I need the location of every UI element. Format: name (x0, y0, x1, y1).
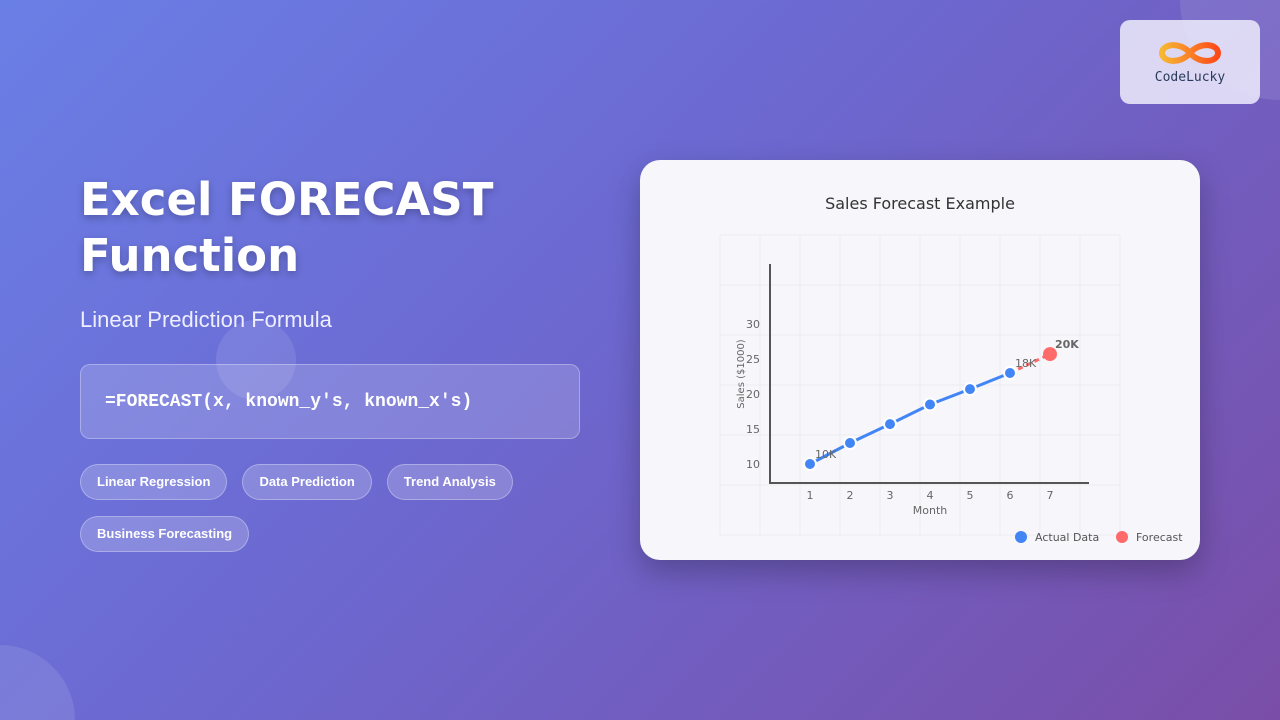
title-line: Excel FORECAST (80, 173, 494, 226)
tag-list: Linear Regression Data Prediction Trend … (80, 464, 560, 552)
y-axis-label: Sales ($1000) (736, 339, 747, 409)
actual-data-point (843, 436, 857, 450)
infinity-logo-icon (1158, 42, 1222, 64)
tag: Trend Analysis (386, 464, 513, 500)
data-label: 10K (815, 448, 837, 461)
legend-marker-forecast (1116, 531, 1128, 543)
y-tick-label: 25 (746, 353, 760, 366)
chart: Sales Forecast Example 1 2 3 4 5 6 7 10 15 20 25 30… (719, 194, 1183, 544)
page-title: Excel FORECAST Function (80, 172, 493, 284)
actual-data-point (1003, 366, 1017, 380)
y-tick-label: 15 (746, 423, 760, 436)
actual-data-point (923, 397, 937, 412)
actual-data-line (809, 371, 1011, 466)
x-tick-label: 6 (1007, 489, 1014, 502)
y-tick-label: 10 (746, 458, 760, 471)
forecast-line (1009, 352, 1051, 375)
tag: Business Forecasting (80, 516, 250, 552)
logo: CodeLucky (1120, 20, 1260, 104)
x-tick-label: 5 (967, 489, 974, 502)
data-label: 18K (1015, 357, 1037, 370)
x-tick-label: 3 (887, 489, 894, 502)
tag: Data Prediction (242, 464, 372, 500)
title-line: Function (80, 229, 300, 282)
forecast-point (1043, 347, 1057, 362)
x-tick-label: 1 (807, 489, 814, 502)
legend-label-actual: Actual Data (1035, 531, 1099, 544)
x-tick-label: 2 (847, 489, 854, 502)
data-label: 20K (1055, 338, 1079, 351)
tag: Linear Regression (80, 464, 228, 500)
formula-box: =FORECAST(x, known_y's, known_x's) (80, 364, 580, 439)
y-tick-label: 30 (746, 318, 760, 331)
y-tick-label: 20 (746, 388, 760, 401)
actual-data-point (963, 382, 977, 397)
x-tick-label: 7 (1047, 489, 1054, 502)
decor-circle (216, 320, 296, 400)
logo-text: CodeLucky (1154, 70, 1226, 85)
x-axis-label: Month (913, 504, 948, 517)
chart-card: Sales Forecast Example 1 2 3 4 5 6 7 10 15 20 25 30… (640, 160, 1200, 560)
subtitle: Linear Prediction Formula (80, 307, 332, 332)
x-tick-label: 4 (927, 489, 934, 502)
legend-marker-actual (1015, 531, 1027, 543)
chart-title: Sales Forecast Example (825, 194, 1015, 213)
legend: Actual Data Forecast (1015, 531, 1183, 544)
actual-data-point (803, 457, 817, 471)
legend-label-forecast: Forecast (1136, 531, 1183, 544)
actual-data-point (883, 417, 897, 432)
decor-circle (0, 645, 75, 720)
